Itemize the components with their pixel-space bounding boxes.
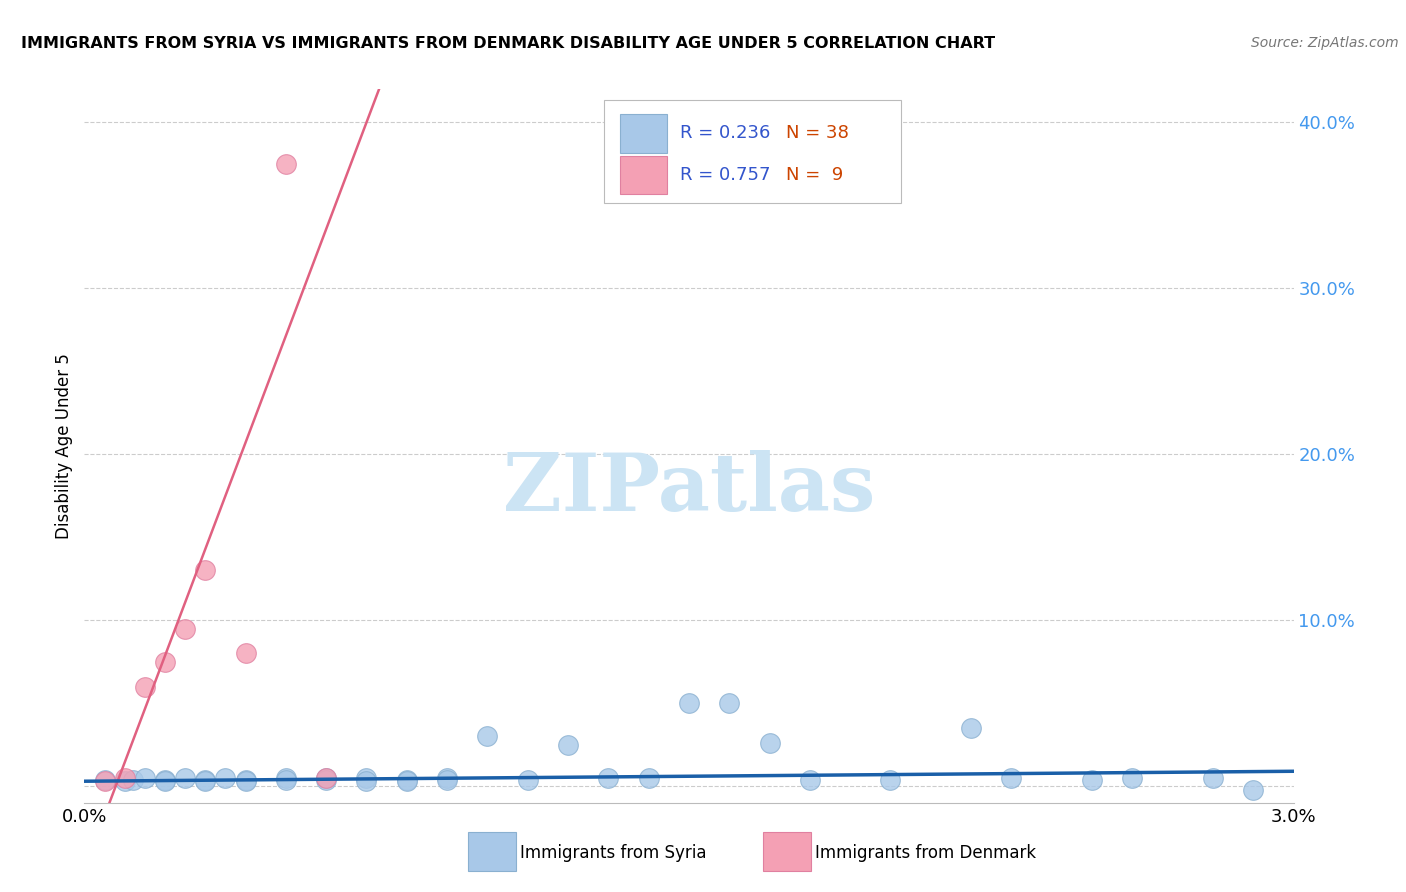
Point (274, 157, 297, 171)
Point (477, 730, 499, 744)
Point (93, 774, 115, 789)
Point (214, 771, 236, 785)
Point (799, 772, 821, 787)
Point (114, 774, 136, 789)
Text: Immigrants from Denmark: Immigrants from Denmark (815, 844, 1036, 862)
Point (758, 736, 780, 750)
Text: N =  9: N = 9 (786, 166, 844, 184)
Point (114, 771, 136, 785)
Point (960, 721, 983, 735)
Point (153, 772, 176, 787)
Point (395, 774, 418, 789)
Point (557, 738, 579, 752)
Text: Immigrants from Syria: Immigrants from Syria (520, 844, 707, 862)
Text: IMMIGRANTS FROM SYRIA VS IMMIGRANTS FROM DENMARK DISABILITY AGE UNDER 5 CORRELAT: IMMIGRANTS FROM SYRIA VS IMMIGRANTS FROM… (21, 36, 995, 51)
Point (93, 772, 115, 787)
Point (174, 622, 197, 636)
Point (194, 774, 217, 789)
Text: Source: ZipAtlas.com: Source: ZipAtlas.com (1251, 36, 1399, 50)
Point (153, 774, 176, 789)
Point (1241, 782, 1264, 797)
Text: ZIPatlas: ZIPatlas (503, 450, 875, 528)
Point (1202, 771, 1225, 785)
Point (235, 647, 257, 661)
Point (718, 696, 741, 710)
Point (194, 564, 217, 578)
FancyBboxPatch shape (620, 114, 668, 153)
Point (637, 771, 659, 785)
Point (395, 772, 418, 787)
Point (1081, 772, 1104, 787)
Point (315, 771, 337, 785)
FancyBboxPatch shape (620, 155, 668, 194)
Point (153, 655, 176, 669)
Point (274, 771, 297, 785)
Point (356, 774, 378, 789)
Point (274, 772, 297, 787)
Point (356, 771, 378, 785)
Point (194, 772, 217, 787)
Point (436, 772, 458, 787)
Text: N = 38: N = 38 (786, 125, 849, 143)
Point (315, 772, 337, 787)
Point (879, 772, 901, 787)
Point (121, 772, 143, 787)
Point (436, 771, 458, 785)
FancyBboxPatch shape (605, 100, 901, 203)
Point (678, 696, 700, 710)
Point (235, 774, 257, 789)
Y-axis label: Disability Age Under 5: Disability Age Under 5 (55, 353, 73, 539)
Text: R = 0.236: R = 0.236 (681, 125, 770, 143)
Point (235, 772, 257, 787)
Point (315, 771, 337, 785)
Text: R = 0.757: R = 0.757 (681, 166, 770, 184)
Point (134, 771, 156, 785)
Point (134, 680, 156, 694)
Point (516, 772, 538, 787)
Point (598, 771, 620, 785)
Point (1121, 771, 1143, 785)
Point (1000, 771, 1022, 785)
Point (174, 771, 197, 785)
